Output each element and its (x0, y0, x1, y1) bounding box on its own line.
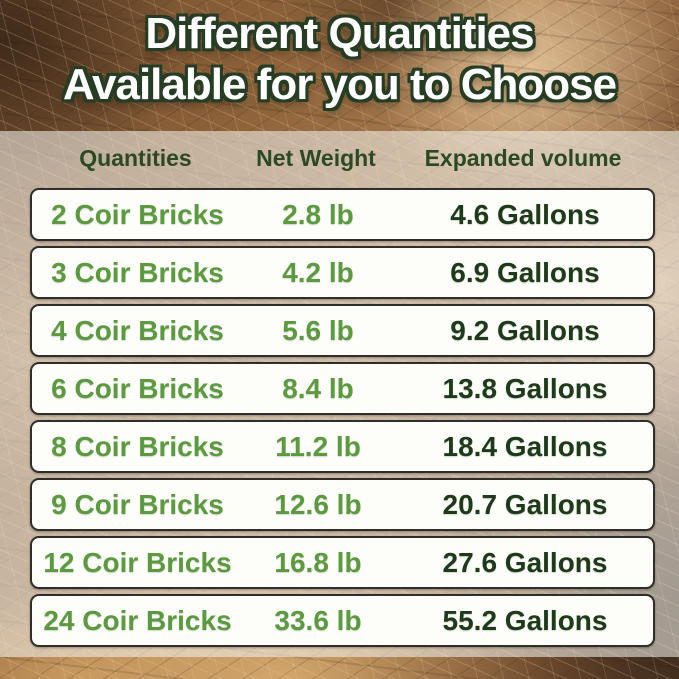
cell-quantity: 24 Coir Bricks (43, 604, 232, 636)
cell-net-weight: 33.6 lb (274, 604, 362, 636)
cell-net-weight: 4.2 lb (282, 256, 354, 288)
cell-net-weight: 11.2 lb (275, 430, 361, 462)
cell-net-weight: 2.8 lb (282, 198, 354, 230)
cell-net-weight: 12.6 lb (274, 488, 362, 520)
table-row: 24 Coir Bricks 33.6 lb 55.2 Gallons (30, 594, 655, 647)
page-title: Different Quantities Available for you t… (0, 8, 679, 110)
cell-expanded-volume: 27.6 Gallons (442, 546, 608, 578)
table-row: 3 Coir Bricks 4.2 lb 6.9 Gallons (30, 246, 655, 299)
table-row: 8 Coir Bricks 11.2 lb 18.4 Gallons (30, 420, 655, 473)
title-line-1: Different Quantities (145, 9, 534, 58)
cell-expanded-volume: 20.7 Gallons (442, 488, 608, 520)
cell-quantity: 4 Coir Bricks (51, 314, 224, 346)
table-body: 2 Coir Bricks 2.8 lb 4.6 Gallons 3 Coir … (30, 188, 655, 647)
cell-expanded-volume: 55.2 Gallons (442, 604, 608, 636)
cell-net-weight: 16.8 lb (274, 546, 362, 578)
column-header-net-weight: Net Weight (256, 145, 376, 171)
table-row: 6 Coir Bricks 8.4 lb 13.8 Gallons (30, 362, 655, 415)
cell-quantity: 12 Coir Bricks (43, 546, 232, 578)
title-line-2: Available for you to Choose (62, 60, 617, 109)
cell-expanded-volume: 9.2 Gallons (450, 314, 600, 346)
cell-quantity: 2 Coir Bricks (51, 198, 224, 230)
table-row: 12 Coir Bricks 16.8 lb 27.6 Gallons (30, 536, 655, 589)
cell-quantity: 9 Coir Bricks (51, 488, 224, 520)
column-header-expanded-volume: Expanded volume (424, 145, 622, 171)
table-row: 2 Coir Bricks 2.8 lb 4.6 Gallons (30, 188, 655, 241)
table-header-row: Quantities Net Weight Expanded volume (30, 131, 655, 186)
cell-expanded-volume: 4.6 Gallons (450, 198, 600, 230)
cell-expanded-volume: 6.9 Gallons (450, 256, 600, 288)
cell-expanded-volume: 18.4 Gallons (442, 430, 608, 462)
table-row: 9 Coir Bricks 12.6 lb 20.7 Gallons (30, 478, 655, 531)
cell-quantity: 6 Coir Bricks (51, 372, 224, 404)
cell-expanded-volume: 13.8 Gallons (442, 372, 608, 404)
cell-net-weight: 8.4 lb (282, 372, 354, 404)
cell-quantity: 8 Coir Bricks (51, 430, 224, 462)
table-row: 4 Coir Bricks 5.6 lb 9.2 Gallons (30, 304, 655, 357)
column-header-quantities: Quantities (79, 145, 192, 171)
cell-net-weight: 5.6 lb (282, 314, 354, 346)
cell-quantity: 3 Coir Bricks (51, 256, 224, 288)
